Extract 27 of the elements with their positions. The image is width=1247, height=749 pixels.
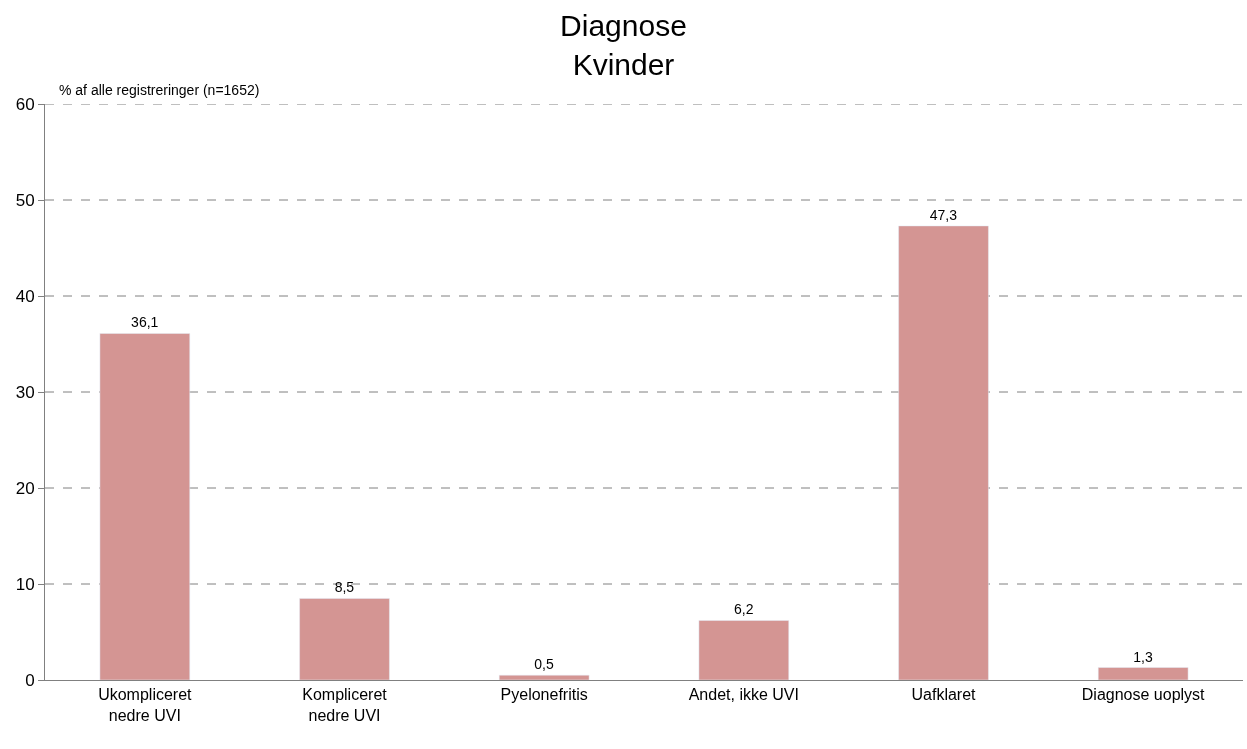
y-axis-title: % af alle registreringer (n=1652) bbox=[59, 82, 260, 98]
y-tick-label: 30 bbox=[15, 382, 35, 402]
y-tick-label: 20 bbox=[15, 478, 35, 498]
y-tick-label: 40 bbox=[15, 286, 35, 306]
y-tick-label: 0 bbox=[25, 670, 35, 690]
chart-title: Diagnose Kvinder bbox=[560, 9, 687, 81]
bar bbox=[1097, 667, 1189, 680]
x-tick-label: Uafklaret bbox=[911, 686, 977, 704]
y-tick-label: 10 bbox=[15, 574, 35, 594]
bar bbox=[99, 333, 191, 680]
x-tick-label: Ukompliceret nedre UVI bbox=[98, 686, 193, 724]
y-tick-label: 60 bbox=[15, 94, 35, 114]
y-tick-label: 50 bbox=[15, 190, 35, 210]
data-label: 36,1 bbox=[131, 314, 159, 331]
data-label: 0,5 bbox=[534, 656, 554, 673]
bar bbox=[498, 674, 590, 680]
x-tick-label: Diagnose uoplyst bbox=[1081, 686, 1206, 704]
data-label: 1,3 bbox=[1133, 648, 1153, 665]
bar bbox=[698, 620, 790, 680]
data-label: 8,5 bbox=[334, 579, 355, 596]
data-label: 47,3 bbox=[929, 206, 958, 223]
x-tick-label: Kompliceret nedre UVI bbox=[302, 686, 388, 724]
data-label: 6,2 bbox=[734, 601, 754, 618]
x-tick-label: Andet, ikke UVI bbox=[688, 686, 799, 704]
x-tick-label: Pyelonefritis bbox=[500, 686, 588, 704]
bar bbox=[898, 225, 989, 680]
bar bbox=[299, 598, 390, 680]
